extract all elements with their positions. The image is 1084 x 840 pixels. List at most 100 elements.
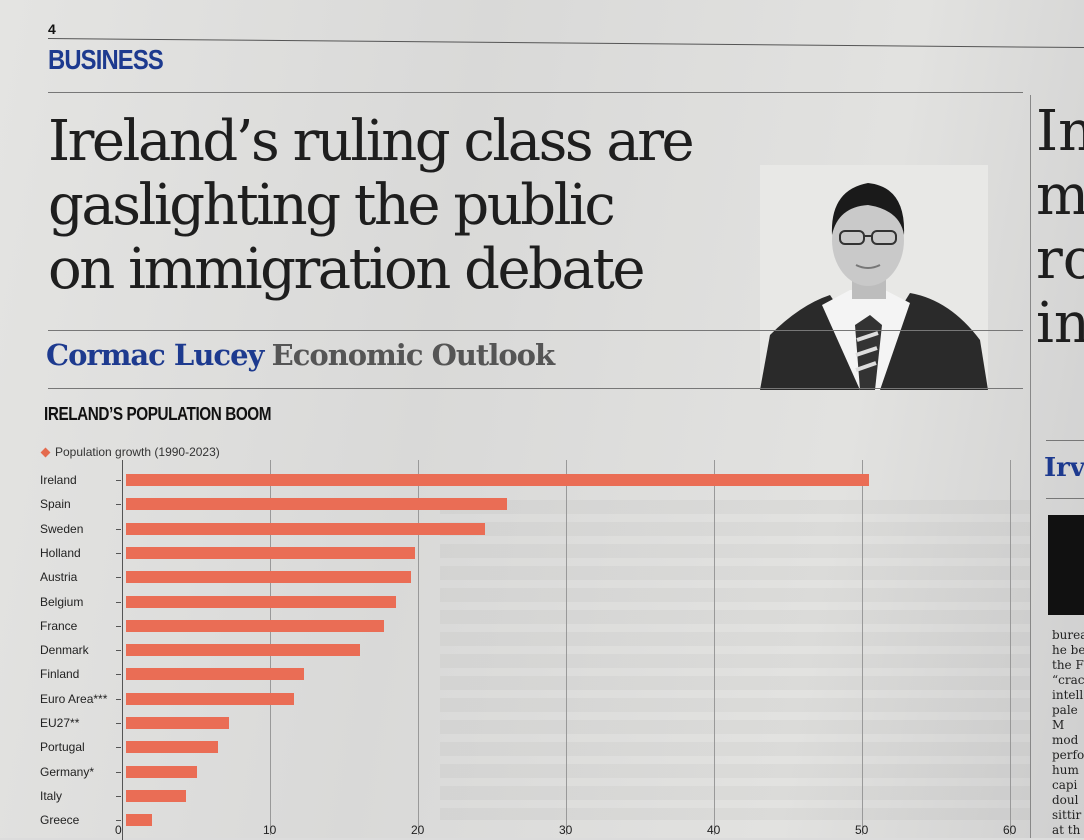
- category-label: Portugal: [40, 740, 85, 755]
- x-tick-label: 30: [559, 823, 573, 837]
- category-label: Sweden: [40, 521, 84, 536]
- text-fragment: perfo: [1052, 748, 1084, 762]
- text-fragment: M: [1052, 718, 1065, 732]
- column-name: Economic Outlook: [271, 338, 556, 372]
- gridline: [862, 460, 863, 835]
- bar-ireland: [126, 474, 870, 486]
- y-tick: [116, 795, 121, 797]
- y-tick: [116, 601, 121, 603]
- chart-legend: Population growth (1990-2023): [40, 445, 220, 459]
- legend-label: Population growth (1990-2023): [55, 445, 220, 459]
- x-tick-label: 60: [1003, 823, 1017, 837]
- category-label: Italy: [40, 788, 63, 803]
- bar-belgium: [126, 595, 396, 608]
- section-label: BUSINESS: [48, 44, 164, 75]
- y-axis: [122, 460, 123, 840]
- top-rule: [47, 38, 1084, 49]
- text-fragment: “crac: [1052, 673, 1084, 687]
- column-divider: [1030, 95, 1031, 838]
- bar-eu27: [126, 717, 229, 729]
- y-tick: [116, 723, 121, 724]
- gridline: [1010, 460, 1011, 835]
- text-fragment: mod: [1052, 733, 1079, 747]
- bar-portugal: [126, 741, 219, 754]
- x-tick-label: 20: [411, 823, 425, 837]
- headline-fragment: ro: [1036, 227, 1084, 292]
- bar-germany: [126, 765, 198, 778]
- text-fragment: the F: [1052, 658, 1084, 672]
- y-tick: [116, 674, 121, 676]
- category-label: Euro Area***: [40, 691, 108, 706]
- x-tick-label: 0: [115, 823, 122, 837]
- category-label: Denmark: [40, 643, 89, 658]
- y-tick: [116, 820, 121, 822]
- category-label: Austria: [40, 570, 78, 585]
- text-fragment: sittir: [1052, 808, 1082, 822]
- text-fragment: at th: [1052, 823, 1081, 837]
- y-tick: [116, 747, 121, 749]
- page-number: 4: [48, 21, 56, 37]
- y-tick: [116, 552, 121, 554]
- bar-denmark: [126, 644, 361, 657]
- bar-euro-area: [126, 692, 294, 705]
- gridline: [566, 460, 567, 835]
- text-fragment: pale: [1052, 703, 1078, 717]
- bar-finland: [126, 668, 305, 681]
- y-tick: [116, 480, 121, 481]
- category-label: Holland: [40, 545, 81, 560]
- bar-greece: [126, 814, 152, 827]
- category-label: Belgium: [40, 594, 84, 609]
- bar-holland: [126, 546, 416, 559]
- text-fragment: doul: [1052, 793, 1079, 807]
- category-label: Finland: [40, 667, 80, 682]
- y-tick: [116, 528, 121, 530]
- headline-line: Ireland’s ruling class are: [48, 109, 695, 174]
- bar-france: [126, 619, 384, 632]
- bar-spain: [126, 498, 507, 511]
- byline-rule-top: [48, 330, 1023, 331]
- bar-sweden: [126, 522, 485, 535]
- text-fragment: hum: [1052, 763, 1079, 777]
- gridline: [418, 460, 419, 835]
- y-tick: [116, 625, 121, 627]
- category-label: Germany*: [40, 764, 95, 779]
- drop-cap: [1048, 515, 1084, 615]
- headline-fragment: m: [1036, 163, 1084, 228]
- headline-fragment: In: [1036, 99, 1084, 164]
- y-tick: [116, 504, 121, 506]
- bar-chart: 0 10 20 30 40 50 60 Ireland Spain Sweden Holland Au…: [0, 455, 1030, 840]
- chart-title: IRELAND’S POPULATION BOOM: [44, 404, 272, 424]
- y-tick: [116, 698, 121, 700]
- headline-line: gaslighting the public: [48, 173, 616, 238]
- category-label: Ireland: [40, 473, 77, 487]
- headline-fragment: in: [1036, 291, 1084, 356]
- author-photo: [760, 165, 988, 390]
- headline-line: on immigration debate: [48, 237, 645, 302]
- x-tick-label: 10: [263, 823, 277, 837]
- x-tick-label: 40: [707, 823, 721, 837]
- bar-italy: [126, 789, 186, 802]
- y-tick: [116, 577, 121, 579]
- byline: Cormac Lucey Economic Outlook: [46, 338, 556, 372]
- right-column-headline: In m ro in: [1036, 100, 1084, 356]
- gridline: [714, 460, 715, 835]
- author-name: Cormac Lucey: [46, 338, 264, 372]
- right-column-subhead: Irv: [1044, 453, 1084, 483]
- category-label: Greece: [40, 813, 80, 828]
- y-tick: [116, 650, 121, 652]
- y-tick: [116, 771, 121, 773]
- right-column-rule: [1046, 498, 1084, 499]
- category-label: EU27**: [40, 716, 80, 730]
- bar-austria: [126, 571, 411, 584]
- text-fragment: intell: [1052, 688, 1084, 702]
- headline: Ireland’s ruling class are gaslighting t…: [48, 110, 748, 302]
- text-fragment: capi: [1052, 778, 1078, 792]
- category-label: Spain: [40, 497, 71, 512]
- right-column-rule: [1046, 440, 1084, 441]
- category-label: France: [40, 618, 78, 633]
- x-tick-label: 50: [855, 823, 869, 837]
- section-rule: [48, 92, 1023, 93]
- byline-rule-bottom: [48, 388, 1023, 389]
